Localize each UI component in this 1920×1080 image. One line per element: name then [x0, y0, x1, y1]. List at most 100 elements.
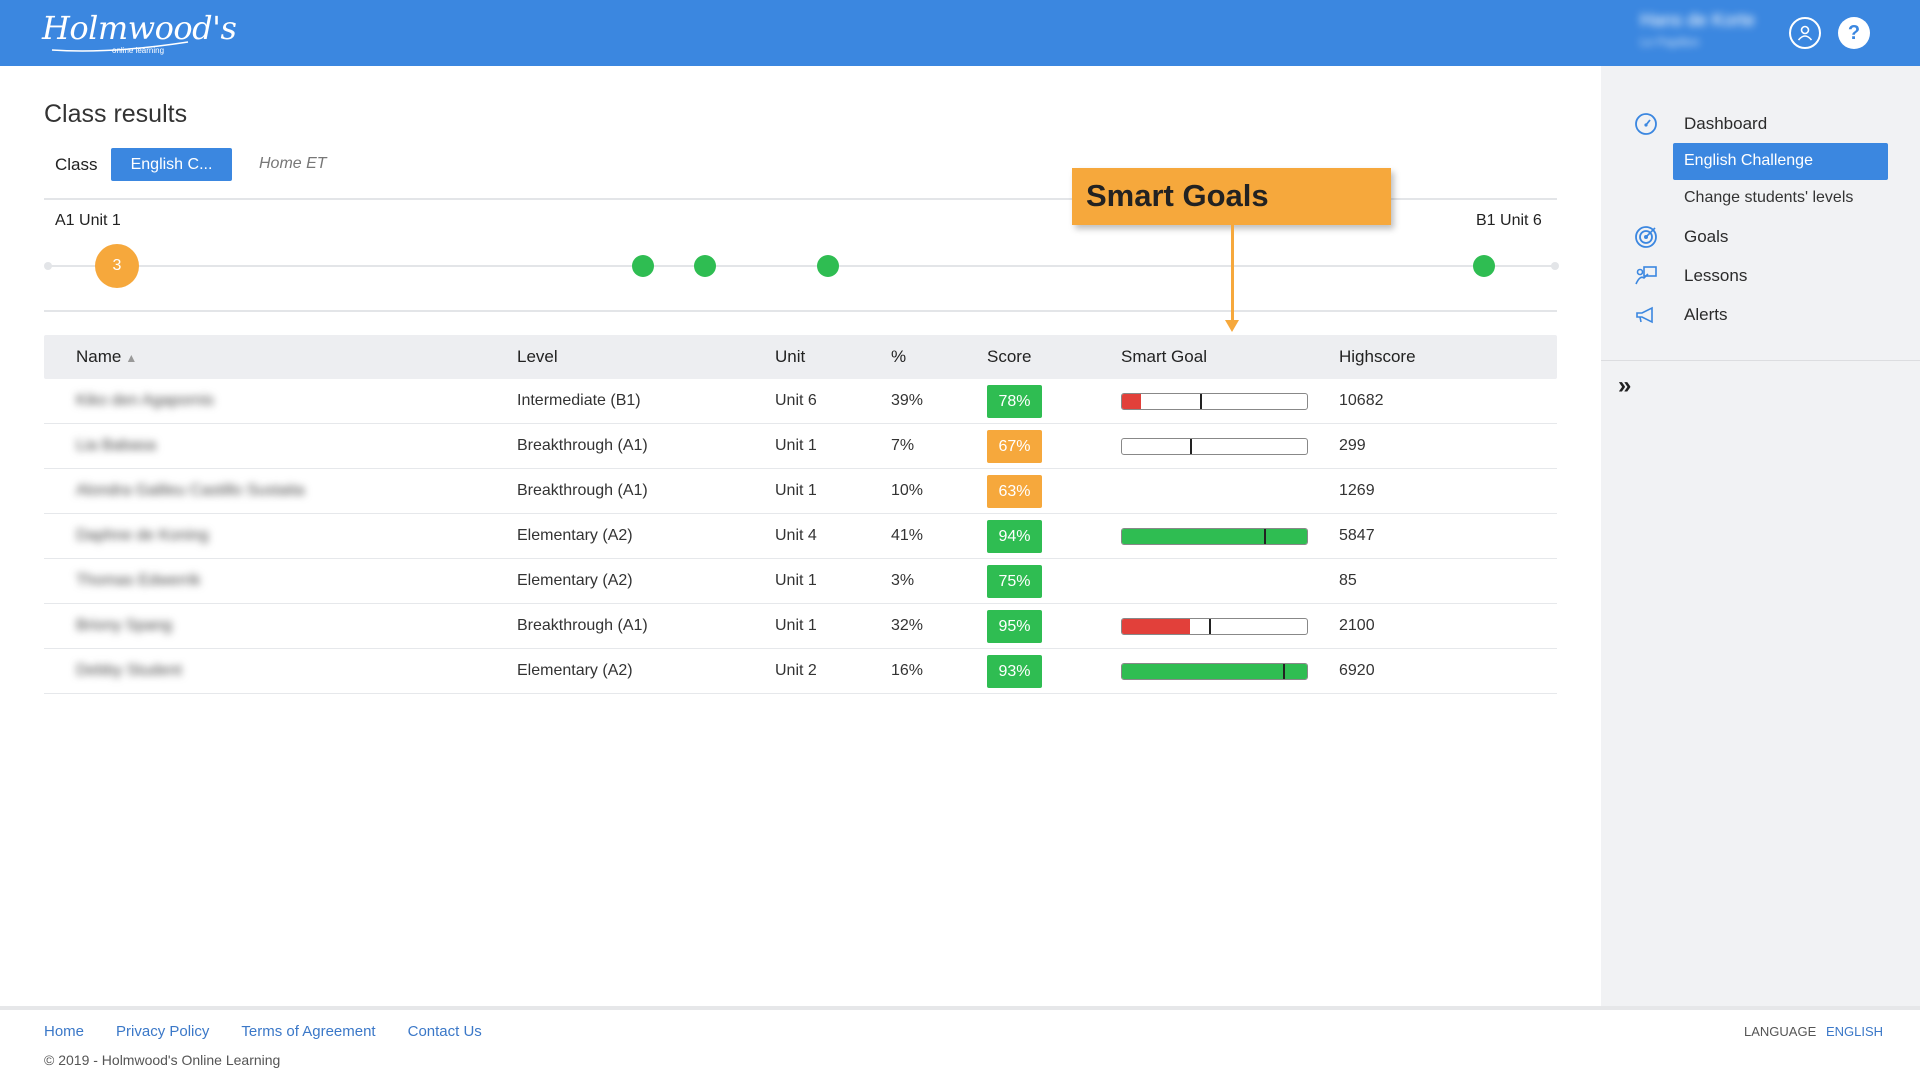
score-badge: 78% — [987, 385, 1042, 418]
callout-arrow-icon — [1225, 320, 1239, 332]
sort-up-icon: ▲ — [125, 351, 138, 365]
table-body: Kiko den Agapornis Intermediate (B1) Unit … — [44, 379, 1557, 694]
footer-link-terms[interactable]: Terms of Agreement — [241, 1023, 376, 1040]
student-level: Elementary (A2) — [517, 662, 633, 679]
score-badge: 67% — [987, 430, 1042, 463]
language-selector[interactable]: ENGLISH — [1826, 1024, 1884, 1039]
sidebar-nav: Dashboard English Challenge Change stude… — [1601, 66, 1920, 334]
student-percent: 41% — [891, 527, 924, 544]
smart-goal-bar[interactable] — [1121, 393, 1308, 410]
help-button[interactable]: ? — [1838, 17, 1870, 49]
track-start-cap — [44, 262, 52, 270]
student-highscore: 299 — [1339, 437, 1366, 454]
progress-student-dot[interactable] — [1473, 255, 1495, 277]
table-row[interactable]: Briony Spang Breakthrough (A1) Unit 1 32% 95… — [44, 604, 1557, 649]
col-header-name-label: Name — [76, 347, 122, 366]
smart-goal-bar[interactable] — [1121, 438, 1308, 455]
user-role: Le Papillon — [1640, 35, 1700, 49]
sidebar: Dashboard English Challenge Change stude… — [1601, 66, 1920, 1006]
col-header-level[interactable]: Level — [517, 347, 558, 366]
table-row[interactable]: Thomas Edwerrik Elementary (A2) Unit 1 3% 75… — [44, 559, 1557, 604]
student-highscore: 6920 — [1339, 662, 1375, 679]
student-highscore: 10682 — [1339, 392, 1384, 409]
smart-goal-bar[interactable] — [1121, 663, 1308, 680]
smart-goal-progress — [1122, 619, 1191, 634]
student-level: Breakthrough (A1) — [517, 437, 648, 454]
teacher-board-icon — [1635, 266, 1657, 285]
smart-goal-bar[interactable] — [1121, 618, 1308, 635]
sidebar-item-goals[interactable]: Goals — [1601, 217, 1920, 256]
student-unit: Unit 1 — [775, 617, 817, 634]
class-note: Home ET — [259, 155, 327, 172]
smart-goal-bar[interactable] — [1121, 528, 1308, 545]
sidebar-item-label: Dashboard — [1684, 113, 1768, 133]
student-name[interactable]: Kiko den Agapornis — [76, 392, 214, 409]
sidebar-divider — [1601, 360, 1920, 361]
sidebar-item-change-levels[interactable]: Change students' levels — [1601, 180, 1920, 217]
sidebar-item-alerts[interactable]: Alerts — [1601, 295, 1920, 334]
footer-link-contact[interactable]: Contact Us — [407, 1023, 482, 1040]
student-name[interactable]: Debby Student — [76, 662, 182, 679]
user-name: Hans de Korte — [1640, 10, 1756, 30]
student-name[interactable]: Thomas Edwerrik — [76, 572, 201, 589]
track-end-cap — [1551, 262, 1559, 270]
progress-student-dot[interactable] — [632, 255, 654, 277]
user-profile-button[interactable] — [1789, 17, 1821, 49]
logo-subtitle: online learning — [112, 46, 165, 55]
score-badge: 75% — [987, 565, 1042, 598]
sidebar-item-english-challenge[interactable]: English Challenge — [1673, 143, 1888, 180]
sidebar-item-lessons[interactable]: Lessons — [1601, 256, 1920, 295]
student-level: Elementary (A2) — [517, 572, 633, 589]
collapse-sidebar-icon[interactable]: » — [1618, 372, 1632, 399]
student-name[interactable]: Alondra Galileu Castillo Sustaita — [76, 482, 305, 499]
score-badge: 63% — [987, 475, 1042, 508]
table-row[interactable]: Alondra Galileu Castillo Sustaita Breakth… — [44, 469, 1557, 514]
student-level: Intermediate (B1) — [517, 392, 641, 409]
student-name[interactable]: Lia Babasa — [76, 437, 157, 454]
smart-goal-progress — [1122, 664, 1307, 679]
student-highscore: 5847 — [1339, 527, 1375, 544]
student-level: Breakthrough (A1) — [517, 617, 648, 634]
student-percent: 39% — [891, 392, 924, 409]
class-select-button[interactable]: English C... — [111, 148, 232, 181]
student-name[interactable]: Briony Spang — [76, 617, 173, 634]
footer-link-home[interactable]: Home — [44, 1023, 85, 1040]
smart-goal-target-marker — [1264, 529, 1267, 544]
user-info[interactable]: Hans de Korte Le Papillon — [1640, 10, 1755, 49]
smart-goal-target-marker — [1199, 394, 1202, 409]
class-label: Class — [55, 155, 98, 174]
table-row[interactable]: Debby Student Elementary (A2) Unit 2 16% 93%… — [44, 649, 1557, 694]
col-header-highscore[interactable]: Highscore — [1339, 347, 1416, 366]
student-unit: Unit 1 — [775, 437, 817, 454]
sidebar-item-label: Lessons — [1684, 265, 1748, 285]
student-name[interactable]: Daphne de Koning — [76, 527, 209, 544]
sidebar-item-label: Alerts — [1684, 304, 1728, 324]
student-unit: Unit 6 — [775, 392, 817, 409]
smart-goal-progress — [1122, 529, 1307, 544]
col-header-unit[interactable]: Unit — [775, 347, 806, 366]
footer-divider — [0, 1006, 1920, 1010]
top-bar: Holmwood's online learning Hans de Korte… — [0, 0, 1920, 66]
dashboard-gauge-icon — [1635, 113, 1657, 135]
col-header-percent[interactable]: % — [891, 347, 907, 366]
page-title: Class results — [44, 100, 188, 128]
footer-link-privacy[interactable]: Privacy Policy — [116, 1023, 210, 1040]
table-row[interactable]: Kiko den Agapornis Intermediate (B1) Unit … — [44, 379, 1557, 424]
student-unit: Unit 1 — [775, 482, 817, 499]
sidebar-item-dashboard[interactable]: Dashboard — [1601, 104, 1920, 143]
col-header-score[interactable]: Score — [987, 347, 1032, 366]
footer-links: Home Privacy Policy Terms of Agreement C… — [44, 1023, 482, 1040]
col-header-name[interactable]: Name ▲ — [76, 347, 137, 367]
progress-start-label: A1 Unit 1 — [55, 212, 121, 229]
divider — [44, 198, 1557, 200]
student-highscore: 1269 — [1339, 482, 1375, 499]
table-row[interactable]: Lia Babasa Breakthrough (A1) Unit 1 7% 67% 29… — [44, 424, 1557, 469]
table-row[interactable]: Daphne de Koning Elementary (A2) Unit 4 41%… — [44, 514, 1557, 559]
progress-current-marker[interactable]: 3 — [95, 244, 139, 288]
col-header-smart-goal[interactable]: Smart Goal — [1121, 347, 1207, 366]
logo[interactable]: Holmwood's online learning — [42, 10, 237, 55]
score-badge: 93% — [987, 655, 1042, 688]
progress-student-dot[interactable] — [694, 255, 716, 277]
progress-student-dot[interactable] — [817, 255, 839, 277]
help-icon: ? — [1847, 21, 1861, 44]
